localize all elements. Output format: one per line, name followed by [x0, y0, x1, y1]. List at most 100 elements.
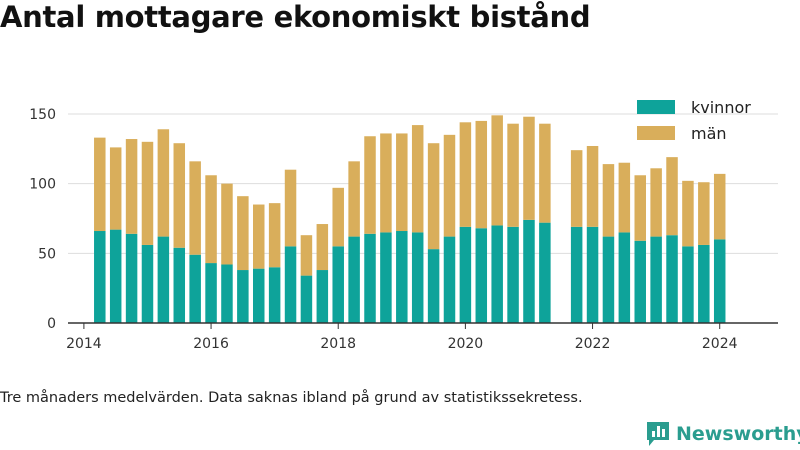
legend-label: män — [691, 124, 727, 143]
bar-kvinnor — [666, 235, 678, 323]
x-tick-label: 2014 — [66, 336, 102, 352]
bars — [94, 115, 726, 324]
bar-man — [189, 161, 201, 255]
bar-kvinnor — [125, 233, 138, 323]
x-tick-label: 2024 — [702, 336, 738, 352]
bar-man — [205, 175, 217, 264]
axes: 0 50 100 150 2014 2016 2018 2020 2022 2024 — [29, 107, 778, 352]
bar-kvinnor — [602, 236, 615, 323]
bar-man — [650, 168, 662, 237]
bar-man — [459, 122, 472, 227]
bar-kvinnor — [459, 226, 472, 323]
x-tick-label: 2016 — [193, 336, 229, 352]
y-tick-label: 100 — [29, 177, 56, 193]
x-tick-label: 2020 — [448, 336, 484, 352]
bar-kvinnor — [698, 244, 710, 323]
bar-kvinnor — [109, 229, 122, 323]
bar-man — [539, 123, 551, 223]
bar-kvinnor — [491, 225, 503, 323]
bar-kvinnor — [380, 232, 392, 323]
bar-kvinnor — [507, 226, 519, 323]
bar-man — [348, 161, 360, 237]
x-tick-label: 2022 — [575, 336, 611, 352]
footnote: Tre månaders medelvärden. Data saknas ib… — [0, 390, 583, 406]
bar-kvinnor — [332, 246, 344, 323]
bar-kvinnor — [539, 222, 551, 323]
bar-kvinnor — [427, 249, 440, 323]
bar-man — [141, 141, 154, 245]
bar-kvinnor — [713, 239, 726, 324]
bar-man — [332, 187, 344, 247]
bar-man — [475, 120, 488, 229]
bar-kvinnor — [157, 236, 170, 323]
x-tick-label: 2018 — [320, 336, 356, 352]
bar-man — [427, 143, 440, 250]
bar-man — [396, 133, 408, 232]
bar-man — [698, 182, 710, 245]
bar-kvinnor — [189, 254, 201, 323]
bar-man — [586, 145, 599, 227]
bar-man — [380, 133, 392, 233]
bar-kvinnor — [173, 247, 186, 323]
legend-swatch-kvinnor — [637, 100, 675, 114]
bar-kvinnor — [411, 232, 424, 323]
bar-kvinnor — [141, 244, 154, 323]
bar-man — [411, 125, 424, 233]
bar-man — [316, 224, 329, 271]
bar-kvinnor — [268, 267, 281, 323]
bar-man — [618, 162, 631, 233]
bar-man — [125, 139, 138, 234]
bar-man — [602, 164, 615, 237]
bar-kvinnor — [443, 236, 456, 323]
bar-kvinnor — [634, 240, 646, 323]
bar-man — [682, 180, 694, 247]
bar-man — [713, 173, 726, 240]
legend-swatch-man — [637, 126, 675, 140]
legend: kvinnor män — [637, 98, 751, 143]
bar-kvinnor — [650, 236, 662, 323]
bar-kvinnor — [300, 275, 313, 323]
bar-man — [94, 137, 106, 232]
bar-kvinnor — [586, 226, 599, 323]
bar-kvinnor — [682, 246, 694, 323]
bar-kvinnor — [475, 228, 488, 323]
bar-kvinnor — [205, 263, 217, 323]
bar-man — [221, 183, 233, 265]
bar-kvinnor — [316, 270, 329, 323]
bar-kvinnor — [396, 231, 408, 323]
stacked-bar-chart: 0 50 100 150 2014 2016 2018 2020 2022 2024 kvinno… — [29, 98, 778, 352]
bar-man — [268, 203, 281, 268]
bar-kvinnor — [348, 236, 360, 323]
bar-kvinnor — [618, 232, 631, 323]
bar-chart-logo-icon — [647, 422, 669, 446]
chart-title: Antal mottagare ekonomiskt bistånd — [0, 0, 591, 34]
bar-man — [523, 116, 535, 220]
y-tick-label: 150 — [29, 107, 56, 123]
bar-man — [634, 175, 646, 241]
bar-kvinnor — [94, 231, 106, 323]
bar-man — [300, 235, 313, 276]
y-tick-label: 50 — [38, 246, 56, 262]
bar-kvinnor — [523, 219, 535, 323]
bar-man — [237, 196, 249, 271]
bar-man — [443, 134, 456, 237]
bar-man — [109, 147, 122, 230]
bar-kvinnor — [570, 226, 583, 323]
bar-kvinnor — [221, 264, 233, 323]
bar-kvinnor — [253, 268, 265, 323]
bar-man — [570, 150, 583, 227]
bar-man — [364, 136, 376, 234]
bar-kvinnor — [364, 233, 376, 323]
y-tick-label: 0 — [47, 316, 56, 332]
bar-man — [157, 129, 170, 237]
legend-label: kvinnor — [691, 98, 751, 117]
bar-man — [253, 204, 265, 269]
newsworthy-logo[interactable]: Newsworthy — [645, 420, 800, 448]
bar-man — [173, 143, 186, 248]
bar-kvinnor — [284, 246, 297, 323]
bar-man — [491, 115, 503, 226]
logo-text: Newsworthy — [676, 423, 800, 445]
bar-man — [284, 169, 297, 247]
bar-kvinnor — [237, 270, 249, 323]
bar-man — [666, 157, 678, 236]
